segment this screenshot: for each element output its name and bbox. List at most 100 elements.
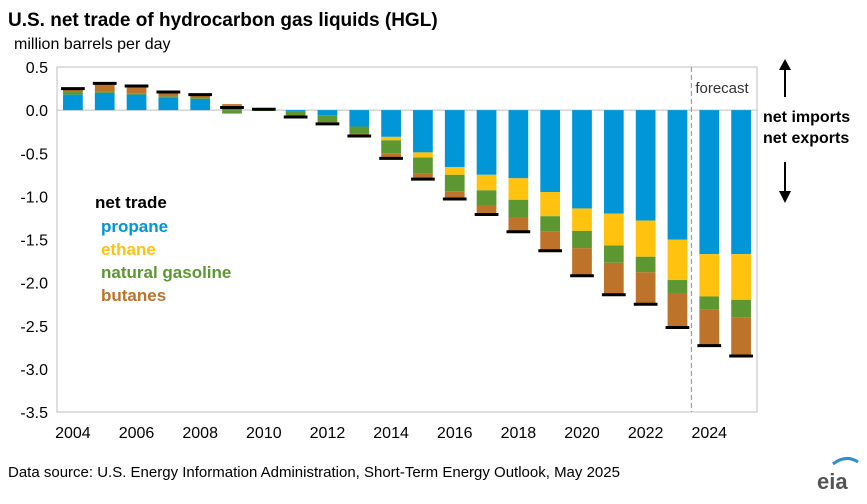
y-tick-label: -0.5 <box>20 146 48 163</box>
bar-propane-2025 <box>731 110 751 255</box>
net-exports-label: net exports <box>763 130 849 147</box>
bar-propane-2004 <box>63 94 83 111</box>
eia-logo-arc-icon <box>832 457 859 466</box>
bar-natural-gasoline-2020 <box>572 230 592 249</box>
bar-natural-gasoline-2019 <box>540 216 561 232</box>
chart-title: U.S. net trade of hydrocarbon gas liquid… <box>8 10 438 31</box>
bar-natural-gasoline-2013 <box>349 126 370 134</box>
bar-butanes-2017 <box>476 205 497 215</box>
bar-butanes-2020 <box>572 248 592 276</box>
bar-propane-2012 <box>317 110 338 116</box>
x-tick-label: 2010 <box>246 425 282 442</box>
bar-butanes-2022 <box>635 272 656 305</box>
bar-butanes-2024 <box>699 309 720 346</box>
plot-border <box>56 66 758 413</box>
bar-propane-2022 <box>635 110 656 221</box>
bar-propane-2006 <box>126 94 147 111</box>
bar-butanes-2009 <box>222 104 242 106</box>
bar-butanes-2016 <box>444 191 465 199</box>
bar-propane-2015 <box>413 110 433 153</box>
x-tick-label: 2016 <box>437 425 473 442</box>
y-tick-label: -3.5 <box>20 405 48 422</box>
bar-ethane-2023 <box>667 239 688 281</box>
bar-butanes-2008 <box>190 94 211 99</box>
bar-natural-gasoline-2017 <box>476 190 497 205</box>
bar-natural-gasoline-2009 <box>222 110 242 114</box>
bar-propane-2007 <box>158 97 179 111</box>
bar-propane-2013 <box>349 110 370 127</box>
bar-natural-gasoline-2021 <box>603 245 624 263</box>
bar-natural-gasoline-2011 <box>285 111 306 117</box>
bar-butanes-2023 <box>667 292 688 328</box>
x-tick-label: 2012 <box>310 425 346 442</box>
bar-ethane-2024 <box>699 254 720 297</box>
bar-propane-2005 <box>94 92 115 111</box>
net-imports-label: net imports <box>763 109 850 126</box>
x-tick-label: 2008 <box>182 425 218 442</box>
bar-natural-gasoline-2024 <box>699 296 720 310</box>
legend-butanes: butanes <box>101 286 166 305</box>
bar-propane-2020 <box>572 110 592 209</box>
bar-propane-2021 <box>603 110 624 214</box>
bar-propane-2016 <box>444 110 465 168</box>
bar-butanes-2007 <box>158 92 179 97</box>
bar-natural-gasoline-2018 <box>508 199 529 218</box>
y-tick-label: -2.5 <box>20 319 48 336</box>
bar-butanes-2019 <box>540 231 561 251</box>
x-tick-label: 2006 <box>119 425 155 442</box>
source-note: Data source: U.S. Energy Information Adm… <box>8 464 620 481</box>
eia-logo-text: eia <box>817 469 848 494</box>
bar-stacks <box>63 83 751 356</box>
legend-natural-gasoline: natural gasoline <box>101 263 231 282</box>
x-tick-label: 2022 <box>628 425 664 442</box>
bar-ethane-2017 <box>476 174 497 191</box>
x-tick-label: 2024 <box>691 425 727 442</box>
y-tick-label: -1.5 <box>20 233 48 250</box>
bar-natural-gasoline-2015 <box>413 157 433 174</box>
bar-natural-gasoline-2023 <box>667 280 688 293</box>
bar-natural-gasoline-2016 <box>444 174 465 192</box>
bar-butanes-2004 <box>63 88 83 93</box>
bar-propane-2023 <box>667 110 688 240</box>
up-arrowhead-icon <box>779 59 791 70</box>
bar-natural-gasoline-2022 <box>635 256 656 273</box>
x-tick-label: 2018 <box>501 425 537 442</box>
down-arrowhead-icon <box>779 191 791 203</box>
bar-natural-gasoline-2014 <box>381 140 401 154</box>
legend-title: net trade <box>95 193 167 212</box>
bar-propane-2017 <box>476 110 497 175</box>
y-tick-label: -1.0 <box>20 189 48 206</box>
legend-propane: propane <box>101 217 168 236</box>
bar-ethane-2014 <box>381 136 401 141</box>
bar-butanes-2018 <box>508 217 529 232</box>
net-total-markers <box>61 81 753 358</box>
bar-butanes-2021 <box>603 262 624 295</box>
bar-natural-gasoline-2008 <box>190 98 211 99</box>
bar-ethane-2021 <box>603 213 624 246</box>
bar-ethane-2019 <box>540 192 561 217</box>
bar-natural-gasoline-2004 <box>63 92 83 95</box>
bar-butanes-2005 <box>94 83 115 92</box>
bar-natural-gasoline-2025 <box>731 299 751 318</box>
x-tick-label: 2014 <box>373 425 409 442</box>
bar-propane-2014 <box>381 110 401 137</box>
y-tick-label: -3.0 <box>20 362 48 379</box>
y-tick-label: 0.5 <box>26 60 48 77</box>
bar-propane-2024 <box>699 110 720 255</box>
x-tick-label: 2020 <box>564 425 600 442</box>
bar-propane-2008 <box>190 98 211 111</box>
bar-ethane-2022 <box>635 220 656 257</box>
bar-natural-gasoline-2007 <box>158 96 179 98</box>
bar-ethane-2018 <box>508 178 529 200</box>
legend: net trade propane ethane natural gasolin… <box>95 193 231 305</box>
bar-butanes-2014 <box>381 153 401 159</box>
bar-ethane-2025 <box>731 254 751 300</box>
bar-propane-2019 <box>540 110 561 193</box>
bar-natural-gasoline-2012 <box>317 115 338 123</box>
x-tick-label: 2004 <box>55 425 91 442</box>
bar-butanes-2025 <box>731 317 751 356</box>
y-tick-label: 0.0 <box>26 103 48 120</box>
bar-ethane-2020 <box>572 208 592 231</box>
x-axis: 2004 2006 2008 2010 2012 2014 2016 2018 2020 2022… <box>55 425 727 442</box>
